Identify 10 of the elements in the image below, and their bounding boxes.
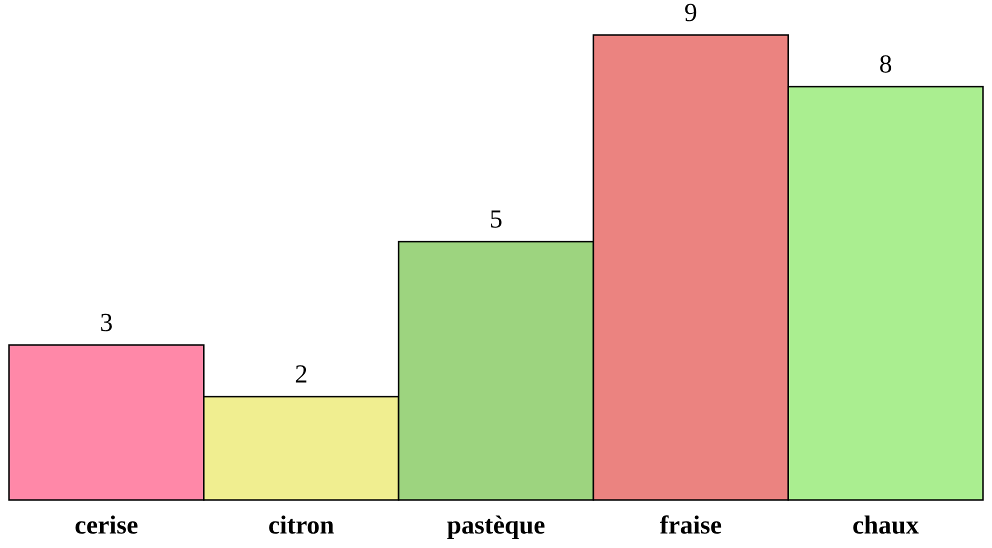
- data-label: 3: [100, 308, 113, 337]
- x-tick-label: cerise: [74, 510, 138, 540]
- data-label: 8: [879, 50, 892, 79]
- x-tick-label: fraise: [660, 510, 722, 540]
- x-tick-label: citron: [268, 510, 335, 540]
- x-tick-label: chaux: [852, 510, 919, 540]
- x-tick-label: pastèque: [446, 510, 546, 540]
- data-label: 2: [294, 360, 308, 389]
- data-label: 9: [684, 0, 698, 27]
- data-label: 5: [490, 204, 502, 234]
